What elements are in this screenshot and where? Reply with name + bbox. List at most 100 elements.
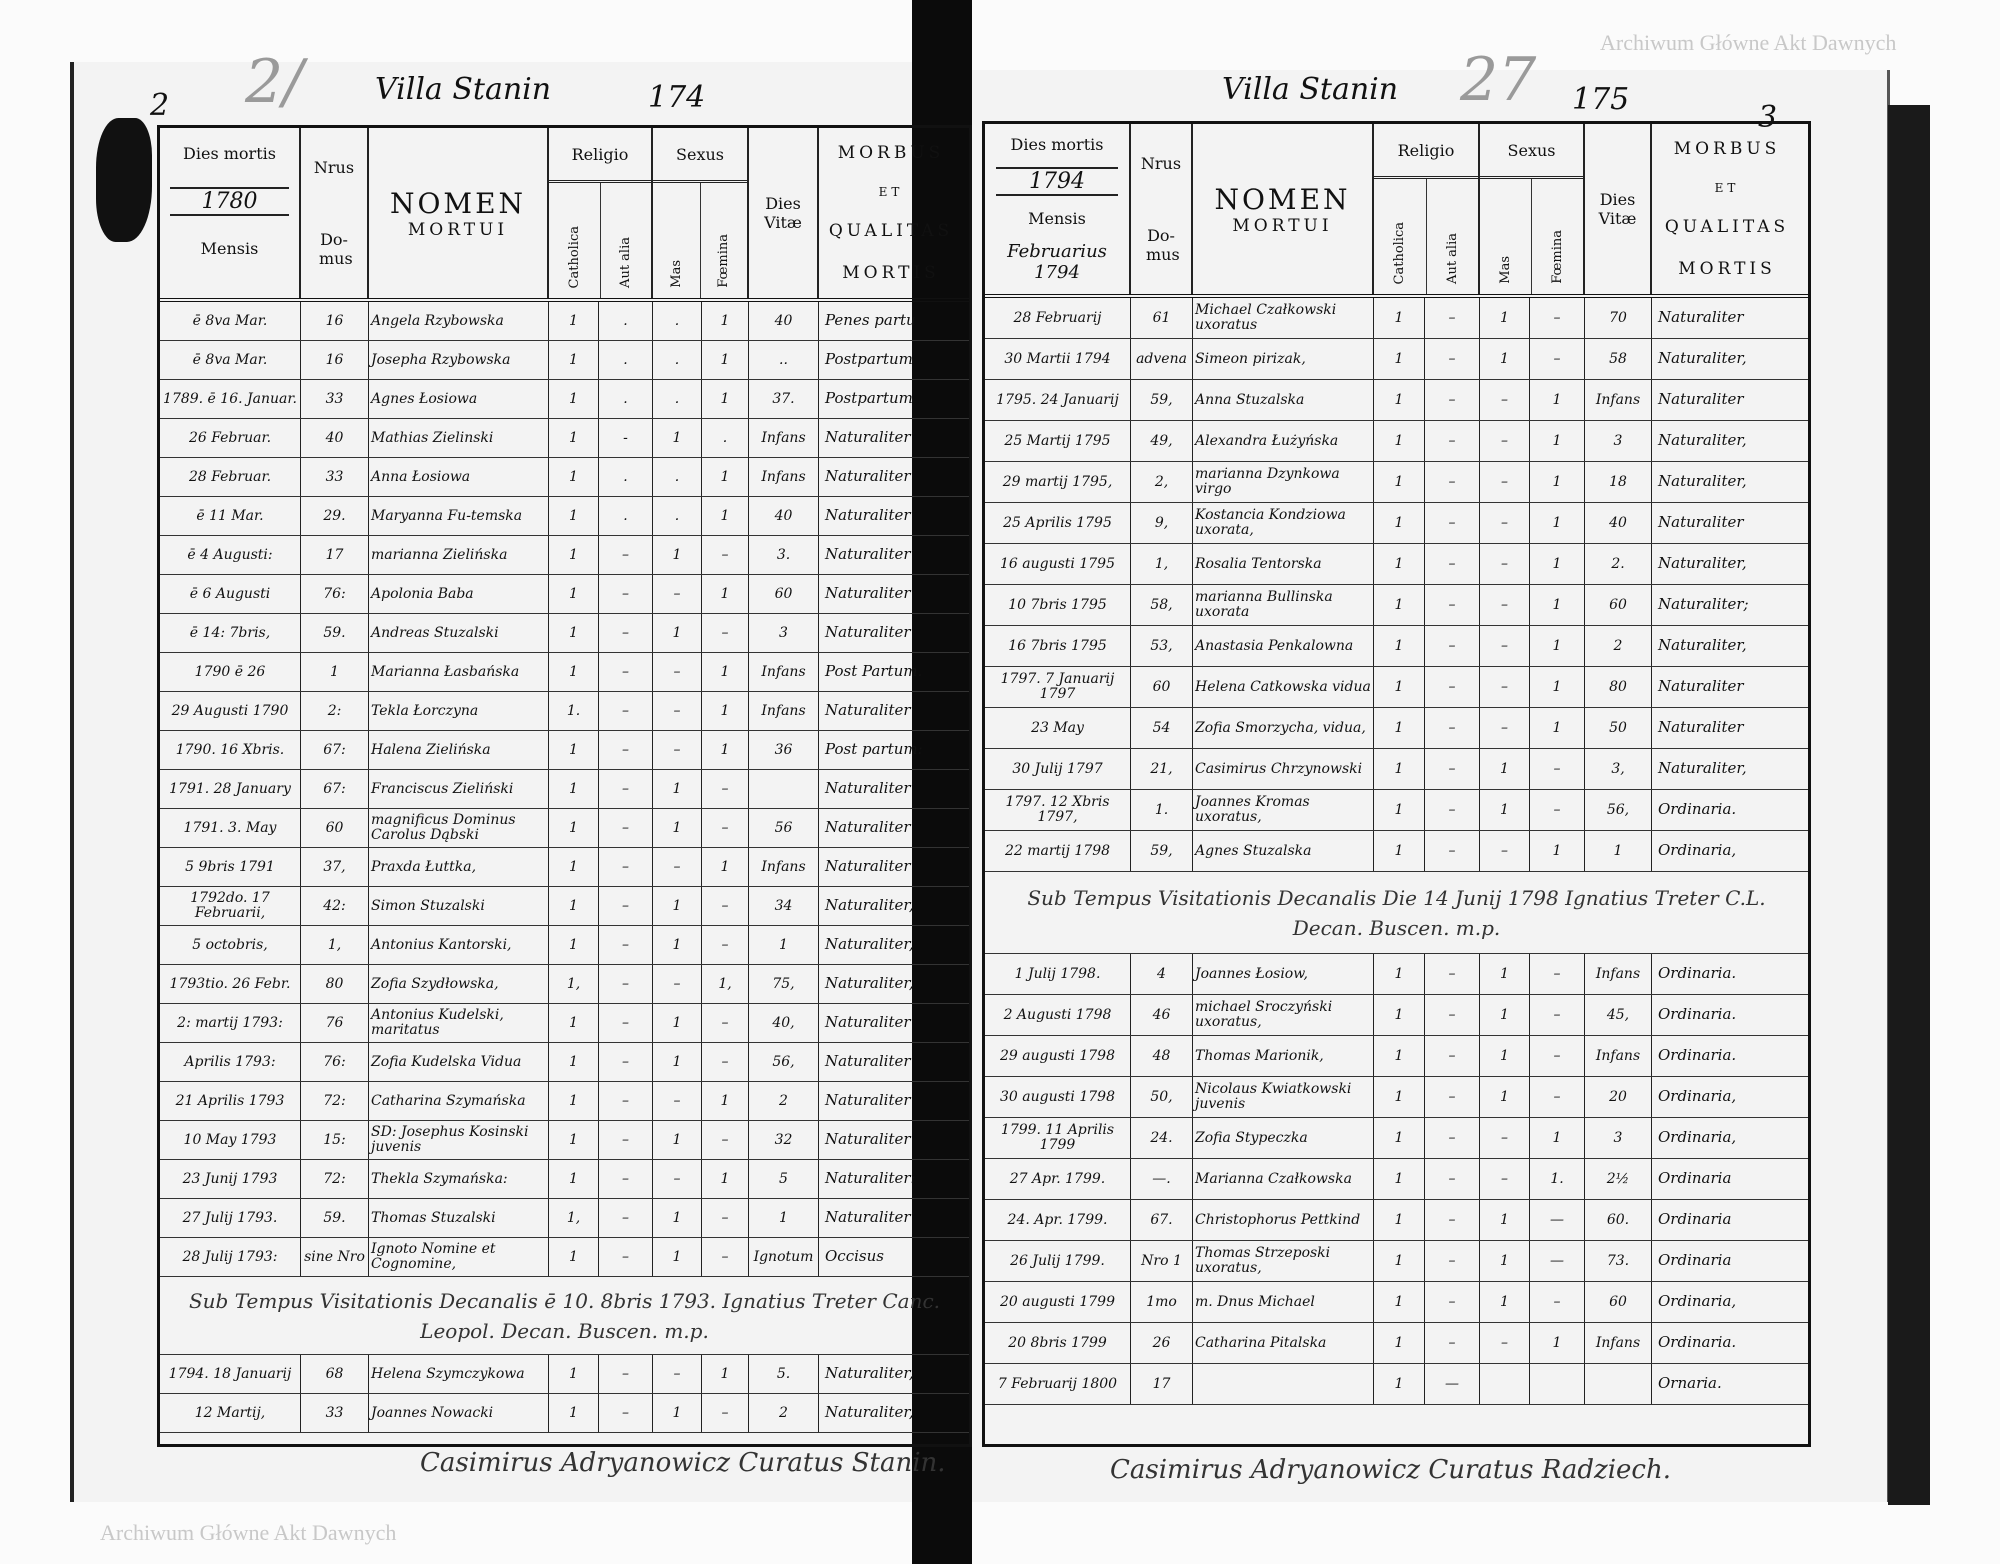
age-cell: 3 — [749, 614, 819, 652]
cause-of-death-cell: Ordinaria. — [1658, 800, 1737, 819]
table-row: ē 8va Mar. 16 Angela Rzybowska 1.. 1 40 Penes … — [160, 302, 969, 341]
female-cell: – — [1530, 1282, 1585, 1322]
header-morbus-qualitas: MORBUS ET QUALITAS MORTIS — [1652, 124, 1802, 294]
deceased-name-cell: Joannes Łosiow, — [1193, 954, 1374, 994]
female-cell: 1. — [1530, 1159, 1585, 1199]
header-dies-vitae: Dies Vitæ — [749, 128, 819, 298]
age-cell: 1 — [1585, 831, 1652, 871]
house-number-cell: 16 — [301, 341, 369, 379]
table-row: 1791. 28 January 67: Franciscus Zieliński 1… — [160, 770, 969, 809]
age-cell: 58 — [1585, 339, 1652, 379]
death-date-cell: 1790. 16 Xbris. — [160, 731, 301, 769]
house-number-cell: 48 — [1131, 1036, 1193, 1076]
female-cell: 1 — [1530, 1323, 1585, 1363]
catholic-cell: 1 — [1374, 380, 1425, 420]
house-number-cell: 49, — [1131, 421, 1193, 461]
catholic-cell: 1 — [1374, 831, 1425, 871]
death-date-cell: 2 Augusti 1798 — [985, 995, 1131, 1035]
table-row: 29 Augusti 1790 2: Tekla Łorczyna 1. – –1 Infa… — [160, 692, 969, 731]
left-folio-number: 2 — [150, 88, 170, 123]
house-number-cell: 67. — [1131, 1200, 1193, 1240]
cause-of-death-cell: Naturaliter — [825, 1208, 911, 1227]
other-religion-cell: – — [599, 1082, 653, 1120]
header-dies-mortis: Dies mortis 1794 Mensis Februarius 1794 — [985, 124, 1131, 294]
death-date-cell: ē 8va Mar. — [160, 341, 301, 379]
table-row: 26 Februar. 40 Mathias Zielinski 1-1. Infans… — [160, 419, 969, 458]
catholic-cell: 1 — [549, 770, 599, 808]
deceased-name-cell: Thomas Marionik, — [1193, 1036, 1374, 1076]
female-cell: 1 — [702, 692, 749, 730]
female-cell: – — [1530, 339, 1585, 379]
catholic-cell: 1 — [549, 614, 599, 652]
dies-vitae-label: Dies Vitæ — [764, 194, 802, 232]
male-cell: 1 — [1480, 1241, 1530, 1281]
nrus-label: Nrus — [1140, 154, 1182, 174]
female-cell: 1 — [702, 731, 749, 769]
aut_alia-column-header: Aut alia — [601, 183, 652, 298]
catholic-cell: 1 — [549, 1004, 599, 1042]
house-number-cell: 61 — [1131, 298, 1193, 338]
death-date-cell: 25 Aprilis 1795 — [985, 503, 1131, 543]
age-cell: 60 — [749, 575, 819, 613]
cause-of-death-cell: Ordinaria — [1658, 1169, 1732, 1188]
male-cell: – — [653, 575, 702, 613]
catholic-cell: 1 — [549, 887, 599, 925]
domus-label: Do- mus — [319, 229, 353, 268]
male-cell: – — [1480, 1159, 1530, 1199]
catholic-cell: 1 — [549, 302, 599, 340]
death-date-cell: 28 Februar. — [160, 458, 301, 496]
male-cell: 1 — [1480, 954, 1530, 994]
female-cell: 1 — [1530, 503, 1585, 543]
table-body: ē 8va Mar. 16 Angela Rzybowska 1.. 1 40 Penes … — [160, 302, 969, 1433]
male-cell: – — [1480, 462, 1530, 502]
deceased-name-cell: Thomas Strzeposki uxoratus, — [1193, 1241, 1374, 1281]
table-row: 22 martij 1798 59, Agnes Stuzalska 1– –1 1 Ord… — [985, 831, 1808, 872]
age-cell: 3 — [1585, 421, 1652, 461]
deceased-name-cell: Christophorus Pettkind — [1193, 1200, 1374, 1240]
male-cell: – — [653, 848, 702, 886]
death-date-cell: 1 Julij 1798. — [985, 954, 1131, 994]
house-number-cell: 59, — [1131, 831, 1193, 871]
catholic-cell: 1 — [1374, 1241, 1425, 1281]
catholic-cell: 1 — [549, 419, 599, 457]
cause-of-death-cell: Occisus — [825, 1247, 884, 1266]
age-cell: 1 — [749, 926, 819, 964]
female-cell: 1 — [1530, 421, 1585, 461]
cause-of-death-cell: Naturaliter — [825, 701, 911, 720]
right-village-heading: Villa Stanin — [1222, 72, 1399, 107]
sexus-subcolumns: Mas Fœmina — [1480, 179, 1583, 294]
cause-of-death-cell: Naturaliter, — [825, 1403, 914, 1422]
catholic-cell: 1 — [1374, 1364, 1425, 1404]
catholic-cell: 1 — [1374, 1036, 1425, 1076]
qualitas-label: QUALITAS — [828, 221, 954, 241]
catholic-cell: 1 — [549, 1238, 599, 1276]
other-religion-cell: . — [599, 497, 653, 535]
death-date-cell: 30 Julij 1797 — [985, 749, 1131, 789]
death-date-cell: ē 8va Mar. — [160, 302, 301, 340]
table-row: 5 octobris, 1, Antonius Kantorski, 1–1–1 Nat… — [160, 926, 969, 965]
female-cell: – — [1530, 1077, 1585, 1117]
table-row: 1 Julij 1798. 4 Joannes Łosiow, 1–1– Infans O… — [985, 954, 1808, 995]
male-cell: – — [653, 653, 702, 691]
age-cell: 2 — [749, 1394, 819, 1432]
house-number-cell: 24. — [1131, 1118, 1193, 1158]
male-cell: 1 — [653, 536, 702, 574]
deceased-name-cell: Simeon pirizak, — [1193, 339, 1374, 379]
death-date-cell: 10 7bris 1795 — [985, 585, 1131, 625]
deceased-name-cell: Kostancia Kondziowa uxorata, — [1193, 503, 1374, 543]
age-cell: Infans — [749, 458, 819, 496]
female-cell: 1 — [702, 1160, 749, 1198]
table-row: 25 Martij 1795 49, Alexandra Łużyńska 1– –1 3… — [985, 421, 1808, 462]
age-cell: 60. — [1585, 1200, 1652, 1240]
aut_alia-column-header: Aut alia — [1427, 179, 1479, 294]
cause-of-death-cell: Post Partum. — [825, 662, 923, 681]
female-cell: – — [702, 926, 749, 964]
catholic-cell: 1 — [1374, 544, 1425, 584]
death-date-cell: 1797. 12 Xbris 1797, — [985, 790, 1131, 830]
house-number-cell: 16 — [301, 302, 369, 340]
death-date-cell: 2: martij 1793: — [160, 1004, 301, 1042]
male-cell: 1 — [653, 926, 702, 964]
house-number-cell: 2: — [301, 692, 369, 730]
age-cell: Infans — [1585, 954, 1652, 994]
other-religion-cell: – — [1425, 1323, 1480, 1363]
